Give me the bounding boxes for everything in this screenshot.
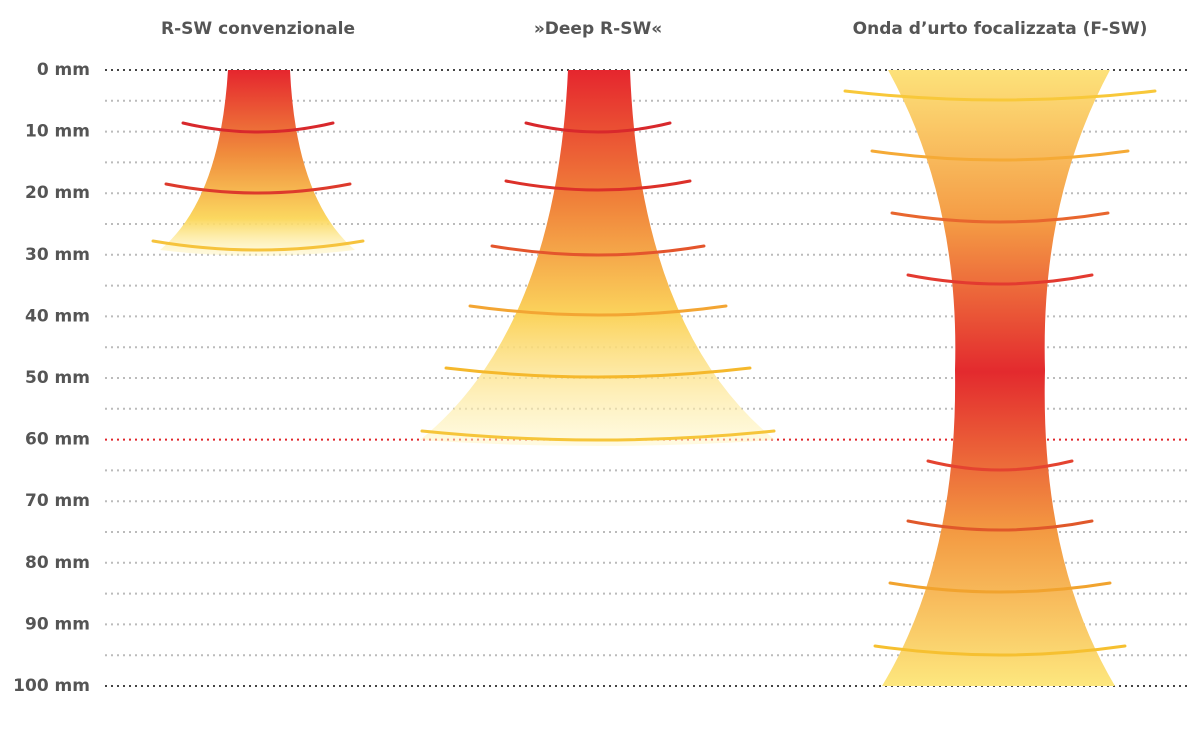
depth-label: 30 mm <box>25 245 90 265</box>
depth-label: 0 mm <box>37 60 90 80</box>
shape-rsw <box>160 70 355 256</box>
wave-arcs <box>151 89 1157 657</box>
wave-arc <box>444 366 752 379</box>
wave-arc <box>906 519 1094 532</box>
column-title: R-SW convenzionale <box>161 19 355 39</box>
depth-label: 100 mm <box>13 676 90 696</box>
wave-arc <box>164 182 352 195</box>
wave-arc <box>926 459 1074 472</box>
wave-arc <box>504 179 692 192</box>
wave-arc <box>524 121 672 134</box>
depth-label: 10 mm <box>25 122 90 142</box>
depth-label: 20 mm <box>25 183 90 203</box>
wave-arc <box>843 89 1157 102</box>
wave-arc <box>906 273 1094 286</box>
wave-arc <box>181 121 335 134</box>
column-title: »Deep R-SW« <box>534 19 662 39</box>
depth-label: 60 mm <box>25 430 90 450</box>
depth-label: 50 mm <box>25 368 90 388</box>
wave-arc <box>873 644 1127 657</box>
depth-label: 90 mm <box>25 614 90 634</box>
wave-arc <box>420 429 776 442</box>
depth-label: 40 mm <box>25 306 90 326</box>
wave-arc <box>468 304 728 317</box>
wave-arc <box>888 581 1112 594</box>
wave-arc <box>490 244 706 257</box>
shape-deep-rsw <box>420 70 775 446</box>
column-title: Onda d’urto focalizzata (F-SW) <box>853 19 1148 39</box>
wave-arc <box>890 211 1110 224</box>
depth-label: 80 mm <box>25 553 90 573</box>
wave-arc <box>870 149 1130 162</box>
shape-fsw <box>882 70 1115 686</box>
wave-arc <box>151 239 365 252</box>
depth-label: 70 mm <box>25 491 90 511</box>
